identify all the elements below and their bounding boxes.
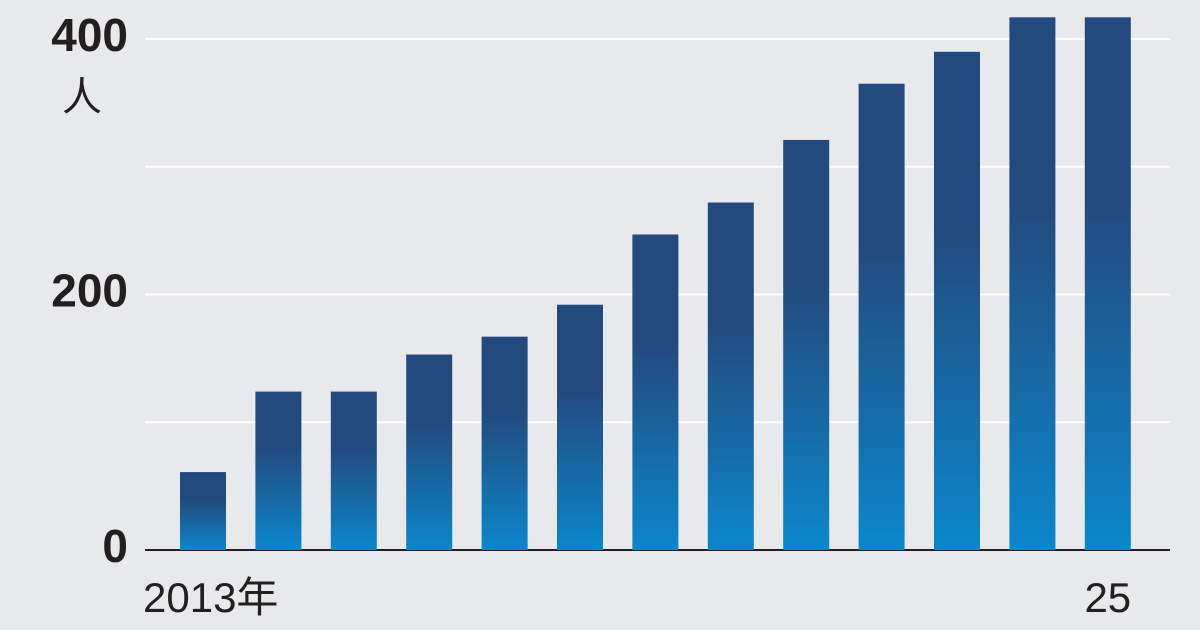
y-tick-label: 400 xyxy=(51,9,128,61)
bar xyxy=(481,336,528,550)
bar xyxy=(180,472,226,550)
bar xyxy=(406,354,453,550)
bar xyxy=(1009,17,1056,550)
bar xyxy=(632,234,679,550)
bar xyxy=(858,83,905,551)
y-tick-label: 0 xyxy=(102,520,128,572)
bar xyxy=(557,304,603,550)
bar xyxy=(707,202,754,550)
y-tick-label: 200 xyxy=(51,265,128,317)
bar xyxy=(1084,17,1131,550)
x-tick-label: 2013年 xyxy=(143,574,278,621)
bar xyxy=(934,51,980,551)
bar xyxy=(330,391,377,550)
x-tick-label: 25 xyxy=(1084,574,1131,621)
bar xyxy=(783,139,830,550)
bar xyxy=(255,391,302,550)
y-unit-label: 人 xyxy=(62,76,102,120)
